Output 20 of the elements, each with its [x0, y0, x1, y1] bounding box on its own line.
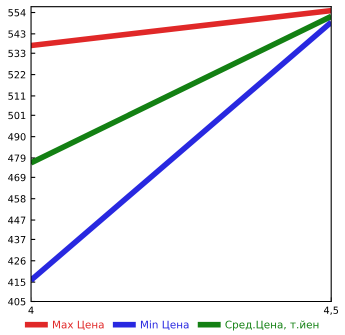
x-tick-label: 4	[28, 306, 34, 314]
y-tick-label: 511	[8, 92, 26, 100]
y-tick-label: 447	[8, 216, 26, 224]
y-tick-label: 554	[8, 9, 26, 16]
y-tick-label: 522	[8, 71, 26, 78]
y-tick-label: 426	[8, 257, 26, 265]
y-tick-label: 405	[8, 298, 26, 306]
legend-label: Сред.Цена, т.йен	[225, 320, 318, 330]
y-tick-label: 479	[8, 154, 26, 162]
y-tick-label: 458	[8, 195, 26, 203]
legend-label: Min Цена	[140, 320, 188, 330]
y-tick-label: 533	[8, 50, 26, 58]
x-tick-label: 4,5	[324, 306, 338, 315]
y-tick-label: 501	[8, 112, 26, 120]
legend-label: Max Цена	[53, 320, 104, 330]
y-tick-label: 543	[8, 30, 26, 38]
y-tick-label: 415	[8, 278, 26, 286]
y-tick-label: 469	[8, 174, 26, 182]
y-tick-label: 437	[8, 236, 26, 244]
y-tick-label: 490	[8, 133, 26, 140]
